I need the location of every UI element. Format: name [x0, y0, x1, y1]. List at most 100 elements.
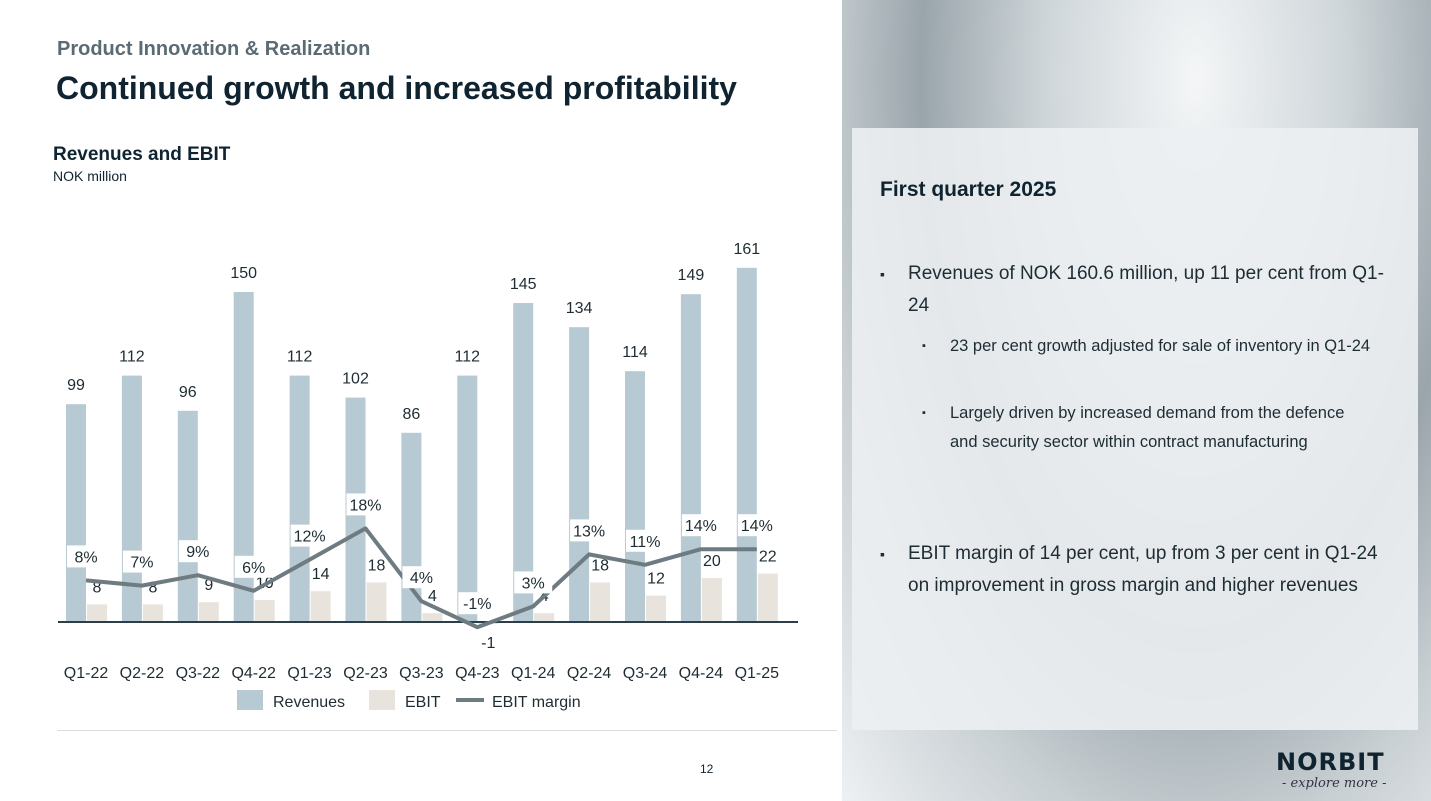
revenue-bar: [680, 294, 701, 622]
ebit-label: 18: [591, 557, 609, 574]
revenue-label: 102: [342, 371, 369, 388]
sub-bullet-growth: 23 per cent growth adjusted for sale of …: [922, 332, 1380, 361]
x-tick-label: Q2-24: [567, 665, 612, 682]
revenue-label: 145: [510, 276, 537, 293]
ebit-bar: [254, 600, 275, 622]
margin-label-bg: [346, 493, 385, 516]
x-tick-label: Q3-23: [399, 665, 444, 682]
ebit-label: 8: [93, 579, 102, 596]
x-tick-label: Q1-25: [735, 665, 780, 682]
ebit-label: -1: [481, 635, 495, 652]
sub-bullet-demand: Largely driven by increased demand from …: [922, 399, 1350, 457]
ebit-margin-label: 3%: [522, 575, 545, 592]
ebit-bar: [198, 602, 219, 622]
revenue-bar: [569, 327, 590, 622]
revenue-bar: [177, 410, 198, 622]
page-title: Continued growth and increased profitabi…: [56, 70, 737, 106]
margin-label-bg: [122, 550, 161, 573]
revenue-label: 96: [179, 384, 197, 401]
ebit-bar: [646, 595, 666, 622]
margin-label-bg: [234, 555, 273, 578]
revenue-label: 114: [622, 344, 648, 361]
ebit-bar: [366, 582, 387, 622]
divider: [57, 730, 837, 731]
margin-label-bg: [514, 571, 553, 594]
ebit-label: 4: [428, 588, 437, 605]
revenue-bar: [513, 303, 534, 622]
ebit-margin-label: 11%: [630, 534, 661, 551]
margin-label-bg: [626, 529, 664, 552]
ebit-label: 14: [312, 566, 330, 583]
legend-ebit-swatch: [369, 690, 395, 710]
margin-label-bg: [681, 514, 720, 537]
ebit-margin-label: 14%: [685, 518, 717, 535]
ebit-bar: [422, 613, 443, 622]
revenue-bar: [289, 375, 310, 622]
margin-label-bg: [458, 592, 497, 615]
revenue-ebit-chart: 998Q1-221128Q2-22969Q3-2215010Q4-2211214…: [58, 241, 798, 711]
margin-label-bg: [737, 514, 776, 537]
revenue-label: 112: [119, 349, 145, 366]
ebit-label: 12: [647, 571, 665, 588]
revenue-label: 134: [566, 300, 593, 317]
x-tick-label: Q1-24: [511, 665, 556, 682]
ebit-margin-label: 18%: [349, 497, 381, 514]
bullet-ebit-margin: EBIT margin of 14 per cent, up from 3 pe…: [880, 538, 1388, 602]
ebit-margin-label: 4%: [410, 570, 433, 587]
ebit-bar: [590, 582, 611, 622]
revenue-label: 161: [733, 241, 760, 258]
ebit-bar: [534, 613, 555, 622]
ebit-margin-label: 6%: [242, 560, 265, 577]
ebit-label: 20: [703, 553, 721, 570]
ebit-bar: [310, 591, 331, 622]
revenue-bar: [457, 375, 478, 622]
revenue-label: 149: [678, 267, 705, 284]
x-tick-label: Q1-22: [64, 665, 109, 682]
x-tick-label: Q4-24: [679, 665, 724, 682]
ebit-margin-label: 14%: [741, 518, 773, 535]
chart-title: Revenues and EBIT: [53, 144, 231, 165]
x-tick-label: Q2-23: [343, 665, 388, 682]
x-tick-label: Q2-22: [120, 665, 165, 682]
ebit-bar: [142, 604, 163, 622]
ebit-margin-label: 12%: [294, 529, 326, 546]
ebit-margin-label: 8%: [74, 549, 97, 566]
revenue-bar: [736, 267, 757, 622]
x-tick-label: Q3-24: [623, 665, 668, 682]
margin-label-bg: [67, 545, 105, 568]
panel-title: First quarter 2025: [880, 178, 1057, 201]
revenue-label: 99: [67, 377, 85, 394]
norbit-logo: NORBIT: [1276, 748, 1385, 776]
margin-label-bg: [402, 566, 441, 589]
revenue-bar: [625, 371, 645, 622]
margin-label-bg: [290, 524, 329, 547]
revenue-bar: [66, 404, 86, 622]
ebit-margin-label: 9%: [186, 544, 209, 561]
ebit-label: 8: [148, 579, 157, 596]
ebit-margin-label: -1%: [463, 596, 491, 613]
x-tick-label: Q4-23: [455, 665, 500, 682]
x-tick-label: Q4-22: [231, 665, 276, 682]
ebit-label: 9: [204, 577, 213, 594]
legend-ebit: EBIT: [405, 694, 441, 711]
x-tick-label: Q3-22: [176, 665, 221, 682]
section-label: Product Innovation & Realization: [57, 38, 371, 60]
ebit-bar: [757, 573, 778, 622]
ebit-margin-line: [85, 526, 757, 630]
ebit-bar: [87, 604, 107, 622]
ebit-bar: [701, 578, 722, 622]
legend-revenues-swatch: [237, 690, 263, 710]
ebit-margin-label: 7%: [130, 555, 153, 572]
ebit-label: 22: [759, 549, 777, 566]
margin-label-bg: [570, 519, 609, 542]
revenue-bar: [401, 432, 422, 622]
chart-unit: NOK million: [53, 168, 127, 184]
revenue-label: 150: [230, 265, 257, 282]
legend-revenues: Revenues: [273, 694, 345, 711]
revenue-label: 112: [455, 349, 481, 366]
ebit-margin-label: 13%: [573, 523, 605, 540]
revenue-label: 86: [403, 406, 421, 423]
bullet-revenues: Revenues of NOK 160.6 million, up 11 per…: [880, 258, 1388, 322]
ebit-label: 18: [368, 557, 386, 574]
page-number: 12: [700, 762, 714, 776]
